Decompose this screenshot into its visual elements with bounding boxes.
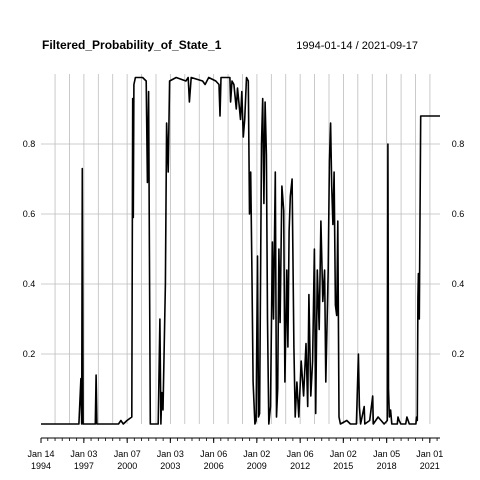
x-tick-month-label: Jan 05 [373, 449, 400, 459]
x-tick-month-label: Jan 07 [114, 449, 141, 459]
x-tick-year-label: 2006 [204, 461, 224, 471]
x-tick-year-label: 2015 [333, 461, 353, 471]
y-tick-label-right: 0.6 [452, 209, 465, 219]
y-tick-label-left: 0.2 [23, 349, 36, 359]
x-tick-month-label: Jan 14 [27, 449, 54, 459]
chart-title: Filtered_Probability_of_State_1 [42, 38, 222, 52]
series-layer [41, 76, 440, 425]
axes: 0.2 0.2 0.4 0.4 0.6 0.6 0.8 0.8 Jan 14 1994 Jan 03… [23, 139, 465, 471]
x-tick-month-label: Jan 03 [70, 449, 97, 459]
x-tick-year-label: 2021 [420, 461, 440, 471]
x-tick-year-label: 2012 [290, 461, 310, 471]
y-tick-label-right: 0.8 [452, 139, 465, 149]
x-tick-year-label: 1994 [31, 461, 51, 471]
y-tick-label-left: 0.4 [23, 279, 36, 289]
x-tick-month-label: Jan 06 [287, 449, 314, 459]
y-tick-label-right: 0.4 [452, 279, 465, 289]
y-tick-label-left: 0.8 [23, 139, 36, 149]
x-tick-month-label: Jan 02 [243, 449, 270, 459]
x-tick-year-label: 2003 [160, 461, 180, 471]
gridlines [41, 74, 440, 424]
date-range-label: 1994-01-14 / 2021-09-17 [296, 40, 418, 52]
x-tick-month-label: Jan 03 [157, 449, 184, 459]
x-tick-year-label: 2000 [117, 461, 137, 471]
y-tick-label-right: 0.2 [452, 349, 465, 359]
x-tick-year-label: 1997 [74, 461, 94, 471]
series-line [41, 76, 440, 425]
x-tick-month-label: Jan 06 [200, 449, 227, 459]
y-tick-label-left: 0.6 [23, 209, 36, 219]
x-tick-year-label: 2009 [247, 461, 267, 471]
x-tick-month-label: Jan 01 [416, 449, 443, 459]
x-tick-month-label: Jan 02 [330, 449, 357, 459]
x-tick-year-label: 2018 [377, 461, 397, 471]
